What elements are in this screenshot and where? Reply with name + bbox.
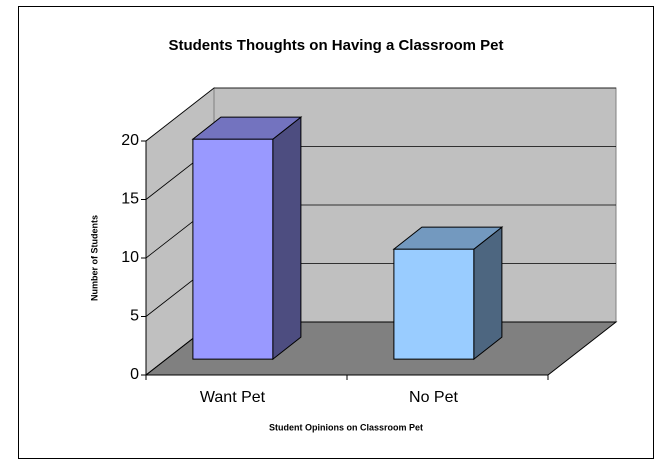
- x-tick-label: Want Pet: [200, 389, 266, 406]
- y-tick-label: 10: [121, 249, 139, 266]
- chart-title: Students Thoughts on Having a Classroom …: [168, 37, 503, 54]
- bar: [392, 226, 504, 361]
- bar-side: [473, 226, 503, 361]
- y-axis-title: Number of Students: [89, 215, 99, 301]
- y-tick-label: 0: [130, 366, 139, 383]
- bar-side: [272, 116, 302, 361]
- bar-front: [192, 138, 274, 360]
- y-tick-label: 5: [130, 308, 139, 325]
- y-tick-label: 15: [121, 191, 139, 208]
- grid-line: [145, 87, 616, 142]
- x-tick-label: No Pet: [409, 389, 458, 406]
- bar-front: [393, 248, 475, 360]
- x-axis-title: Student Opinions on Classroom Pet: [269, 422, 423, 432]
- bar-top: [191, 116, 303, 140]
- bar-top: [392, 226, 504, 250]
- y-tick-label: 20: [121, 132, 139, 149]
- bar: [191, 116, 303, 361]
